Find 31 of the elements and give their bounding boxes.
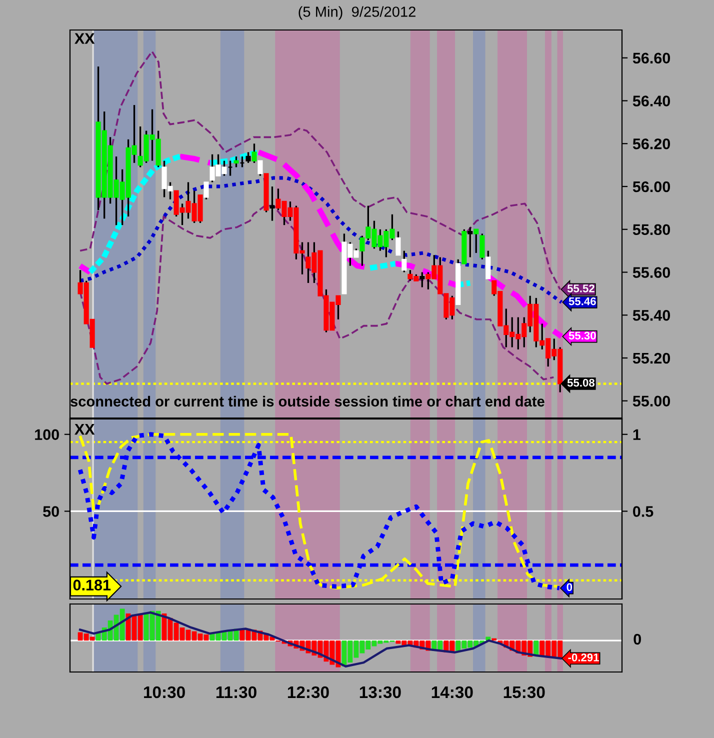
y-tick-label: 50 [43, 506, 59, 517]
y-tick-label: 100 [35, 429, 59, 440]
annotation: 0.181 [73, 580, 111, 590]
chart-title: (5 Min) 9/25/2012 [298, 6, 416, 20]
y2-tick-label: 0.5 [633, 506, 654, 517]
y-tick-label: 55.60 [632, 267, 670, 278]
y-tick-label: 56.00 [632, 181, 670, 192]
y-tick-label: 55.80 [632, 224, 670, 236]
data-label: 55.46 [568, 297, 596, 306]
text: 0 [634, 634, 641, 645]
annotation: XX [74, 424, 95, 435]
y-tick-label: 56.40 [632, 96, 670, 106]
x-tick-label: 11:30 [216, 686, 256, 698]
x-tick-label: 13:30 [360, 686, 401, 698]
y-tick-label: 56.20 [632, 138, 670, 150]
y-tick-label: 56.60 [632, 52, 670, 64]
y-tick-label: 55.20 [632, 352, 670, 364]
annotation: sconnected or current time is outside session time or chart end date [70, 396, 544, 407]
text: 55.08 [567, 378, 595, 387]
data-label: 55.30 [568, 332, 596, 340]
y2-tick-label: 1 [633, 429, 640, 440]
x-tick-label: 14:30 [432, 686, 473, 698]
y-tick-label: 55.00 [632, 396, 670, 407]
y-tick-label: 55.40 [632, 310, 670, 321]
x-tick-label: 10:30 [144, 686, 185, 698]
annotation: -0.291 [568, 654, 599, 662]
data-label: 0 [566, 583, 572, 592]
annotation: XX [74, 33, 95, 44]
x-tick-label: 12:30 [288, 686, 329, 698]
x-tick-label: 15:30 [504, 686, 545, 698]
data-label: 55.52 [567, 284, 594, 292]
